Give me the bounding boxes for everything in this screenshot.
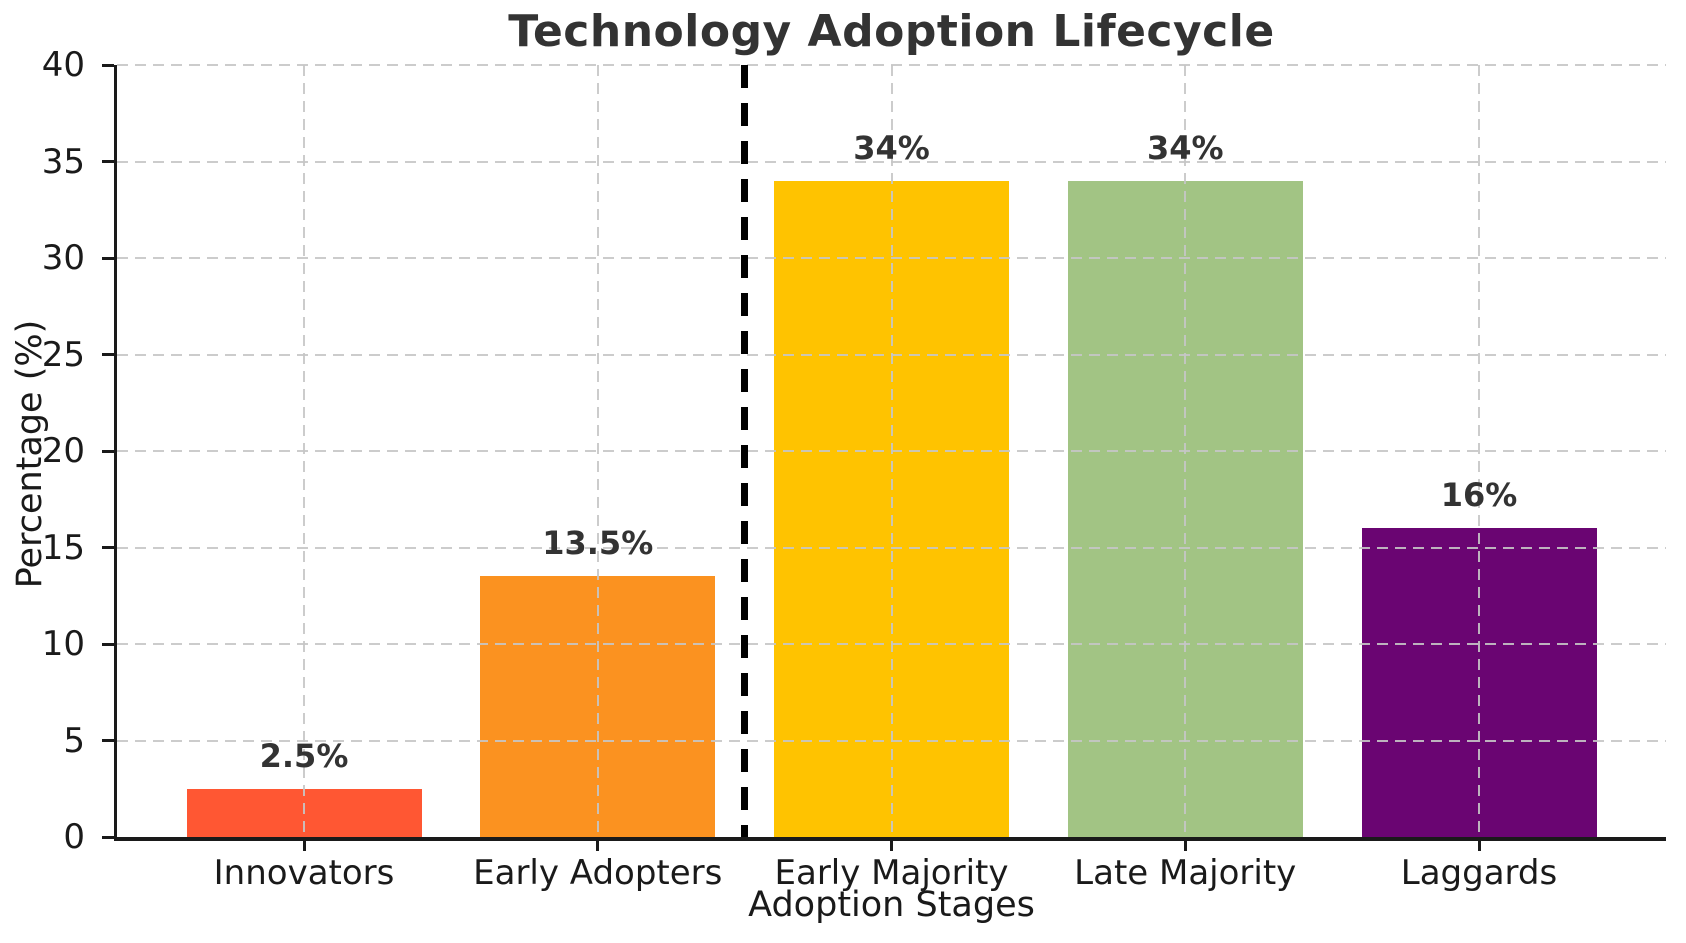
- y-tick-label: 0: [63, 817, 85, 857]
- x-tick-mark: [1477, 841, 1481, 851]
- y-tick-label: 30: [41, 238, 85, 278]
- y-axis-spine: [114, 65, 117, 840]
- y-tick-mark: [102, 546, 114, 549]
- bar-value-label: 16%: [1440, 476, 1518, 515]
- x-axis-label: Adoption Stages: [748, 885, 1035, 925]
- bar-value-label: 34%: [853, 128, 930, 167]
- x-tick-label-laggards: Laggards: [1400, 853, 1558, 893]
- y-tick-mark: [102, 739, 114, 742]
- x-tick-mark: [890, 841, 893, 851]
- bar-innovators: [186, 788, 422, 837]
- chart-title: Technology Adoption Lifecycle: [508, 6, 1275, 57]
- y-tick-mark: [102, 353, 114, 356]
- y-tick-label: 10: [41, 624, 85, 664]
- x-tick-label-early-majority: Early Majority: [774, 853, 1009, 893]
- y-tick-mark: [102, 835, 114, 839]
- bar-value-label: 34%: [1146, 128, 1224, 167]
- plot-area: 0 5 10 15 20 25 30 35 40 Innovators Early Adopters…: [42, 48, 1666, 893]
- y-tick-label: 5: [63, 720, 85, 761]
- x-tick-mark: [302, 841, 306, 851]
- y-tick-mark: [102, 642, 114, 646]
- y-tick-mark: [102, 63, 114, 67]
- y-gridline: [117, 64, 1666, 66]
- x-tick-mark: [596, 841, 600, 851]
- chasm-divider: [741, 65, 749, 837]
- y-tick-label: 35: [41, 141, 85, 182]
- bar-value-label: 13.5%: [542, 524, 654, 563]
- x-tick-label-innovators: Innovators: [213, 853, 395, 893]
- x-tick-mark: [1183, 841, 1187, 851]
- y-tick-mark: [102, 449, 114, 453]
- x-tick-label-late-majority: Late Majority: [1074, 853, 1297, 893]
- bar-late-majority: [1067, 180, 1303, 837]
- bar-early-majority: [774, 180, 1009, 837]
- x-tick-label-early-adopters: Early Adopters: [473, 853, 723, 893]
- x-gridline: [303, 65, 305, 837]
- y-tick-label: 40: [41, 45, 85, 85]
- y-tick-mark: [102, 256, 114, 260]
- bar-value-label: 2.5%: [259, 736, 349, 775]
- y-tick-mark: [102, 160, 114, 163]
- y-tick-label: 20: [41, 431, 85, 471]
- y-tick-label: 25: [41, 334, 85, 375]
- bar-laggards: [1361, 528, 1597, 837]
- y-tick-label: 15: [41, 527, 85, 568]
- bar-early-adopters: [480, 576, 716, 837]
- x-axis-spine: [114, 837, 1666, 841]
